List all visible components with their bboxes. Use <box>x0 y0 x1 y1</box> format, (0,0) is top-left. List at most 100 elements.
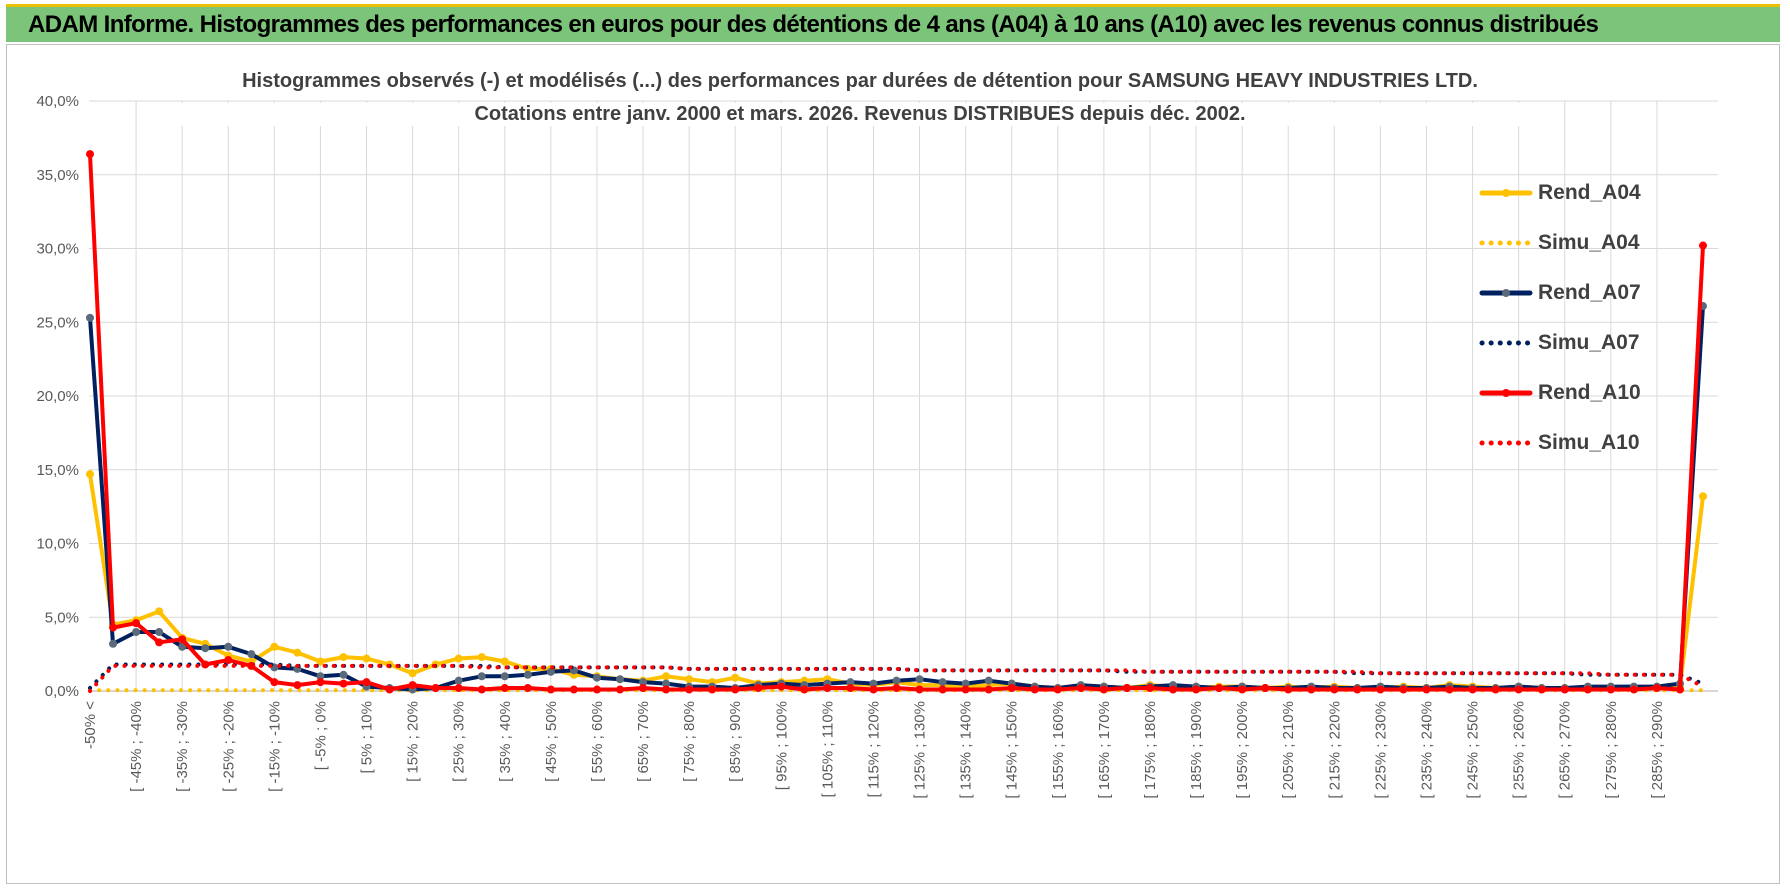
data-point <box>639 678 648 687</box>
data-point <box>892 676 901 685</box>
data-point <box>1169 685 1178 694</box>
x-tick-label: [ 125% ; 130% <box>912 701 929 799</box>
x-tick-label: [ 205% ; 210% <box>1280 701 1297 799</box>
data-point <box>1215 684 1224 693</box>
data-point <box>477 653 486 662</box>
data-point <box>339 670 348 679</box>
x-tick-label: [ -45% ; -40% <box>128 701 145 792</box>
legend-label: Rend_A10 <box>1538 381 1641 404</box>
data-point <box>477 685 486 694</box>
chart-frame <box>6 44 1780 884</box>
grid-layer <box>89 100 1718 692</box>
data-point <box>639 684 648 693</box>
data-point <box>1307 685 1316 694</box>
data-point <box>316 672 325 681</box>
x-axis-ticks: -50% < [ -45% ; -40% [ -35% ; -30% [ -25% ;… <box>82 701 1666 799</box>
data-point <box>155 628 164 636</box>
data-point <box>523 670 532 679</box>
data-point <box>1284 685 1293 694</box>
x-tick-label: [ 215% ; 220% <box>1326 701 1343 799</box>
legend-item: Simu_A10 <box>1478 418 1678 468</box>
series-rend-a10 <box>86 150 1707 694</box>
data-point <box>1699 492 1707 501</box>
data-point <box>362 654 371 663</box>
legend-swatch <box>1479 240 1533 246</box>
data-point <box>1030 685 1039 694</box>
data-point <box>109 639 118 648</box>
data-point <box>731 685 740 694</box>
legend-item: Simu_A04 <box>1478 218 1678 268</box>
data-point <box>201 644 210 653</box>
data-point <box>316 678 325 687</box>
chart-title: Histogrammes observés (-) et modélisés (… <box>160 70 1560 93</box>
data-point <box>477 672 486 681</box>
data-point <box>1583 685 1592 694</box>
data-point <box>662 672 671 681</box>
data-point <box>1007 684 1016 693</box>
series-line <box>88 663 1705 693</box>
y-tick-label: 15,0% <box>36 462 79 479</box>
legend-label: Simu_A10 <box>1538 431 1640 454</box>
x-tick-label: [ -35% ; -30% <box>174 701 191 792</box>
data-point <box>247 650 256 659</box>
data-point <box>1445 685 1454 694</box>
chart-subtitle: Cotations entre janv. 2000 et mars. 2026… <box>160 103 1560 126</box>
data-point <box>385 685 394 694</box>
x-tick-label: [ 235% ; 240% <box>1418 701 1435 799</box>
y-tick-label: 20,0% <box>36 388 79 405</box>
data-point <box>408 669 417 678</box>
x-tick-label: [ 115% ; 120% <box>865 701 882 797</box>
data-point <box>454 676 463 685</box>
x-tick-label: [ 175% ; 180% <box>1142 701 1159 799</box>
data-point <box>662 685 671 694</box>
y-tick-label: 30,0% <box>36 241 79 258</box>
data-point <box>293 648 302 657</box>
data-point <box>615 675 624 684</box>
data-point <box>1514 685 1523 694</box>
x-tick-label: [ 135% ; 140% <box>958 701 975 799</box>
data-point <box>1399 685 1408 694</box>
x-tick-label: [ 255% ; 260% <box>1511 701 1528 799</box>
data-point <box>915 675 924 684</box>
data-point <box>546 667 555 676</box>
data-point <box>1076 684 1085 693</box>
x-tick-label: [ 35% ; 40% <box>497 701 514 782</box>
legend-swatch <box>1479 440 1533 446</box>
data-point <box>846 684 855 693</box>
data-point <box>546 685 555 694</box>
data-point <box>293 681 302 690</box>
data-point <box>592 673 601 682</box>
data-point <box>1353 685 1362 694</box>
x-tick-label: [ 275% ; 280% <box>1603 701 1620 799</box>
data-point <box>777 682 786 691</box>
legend-marker <box>1502 289 1510 297</box>
data-point <box>938 685 947 694</box>
x-tick-label: [ 225% ; 230% <box>1372 701 1389 799</box>
data-point <box>1560 685 1569 694</box>
series-simu-a10 <box>88 663 1705 693</box>
x-tick-label: [ 245% ; 250% <box>1465 701 1482 799</box>
x-tick-label: [ 45% ; 50% <box>543 701 560 782</box>
data-point <box>685 685 694 694</box>
data-point <box>915 685 924 694</box>
data-point <box>86 470 94 479</box>
data-point <box>1330 685 1339 694</box>
legend-item: Rend_A04 <box>1478 168 1678 218</box>
data-point <box>178 642 187 651</box>
data-point <box>823 684 832 693</box>
x-tick-label: [ 165% ; 170% <box>1096 701 1113 799</box>
data-point <box>1238 685 1247 694</box>
x-tick-label: [ -15% ; -10% <box>266 701 283 792</box>
data-point <box>1629 685 1638 694</box>
data-point <box>615 685 624 694</box>
x-tick-label: [ 85% ; 90% <box>727 701 744 782</box>
data-point <box>339 653 348 662</box>
data-point <box>523 684 532 693</box>
legend-label: Rend_A07 <box>1538 281 1641 304</box>
data-point <box>569 685 578 694</box>
x-tick-label: [ 5% ; 10% <box>359 701 376 774</box>
legend-swatch <box>1479 289 1533 297</box>
x-tick-label: [ 25% ; 30% <box>451 701 468 782</box>
series-line <box>88 472 1705 690</box>
